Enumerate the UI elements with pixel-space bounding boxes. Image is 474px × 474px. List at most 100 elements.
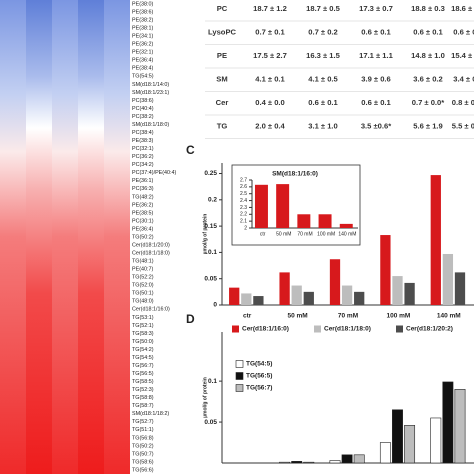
bar xyxy=(297,214,311,228)
row-label: PE(36:1) xyxy=(132,178,153,184)
heatmap-column xyxy=(26,0,52,474)
row-label: PC(38:2) xyxy=(132,114,154,120)
x-tick-label: 70 mM xyxy=(297,231,312,237)
row-label: PE(38:2) xyxy=(132,18,153,24)
row-label: PE(40:7) xyxy=(132,267,153,273)
bar xyxy=(430,417,442,464)
row-label: SM(d18:1/18:0) xyxy=(132,122,169,128)
bar xyxy=(380,235,391,305)
legend-label: TG(56:7) xyxy=(246,385,272,392)
table-cell: 0.7 ± 0.0* xyxy=(412,98,444,107)
table-cell: 18.8 ± 0.3 xyxy=(411,4,445,13)
legend-swatch xyxy=(396,325,403,333)
heatmap-column xyxy=(0,0,26,474)
y-tick-label: 2 xyxy=(244,225,247,231)
row-label: TG(48:1) xyxy=(132,259,154,265)
bar xyxy=(253,296,264,305)
inset-frame xyxy=(231,164,361,246)
table-cell: 0.4 ± 0.0 xyxy=(255,98,285,107)
bar xyxy=(404,425,416,464)
x-tick-label: 140 mM xyxy=(338,231,356,237)
row-label: TG(54:5) xyxy=(132,355,154,361)
row-label: TG(58:8) xyxy=(132,395,154,401)
bar xyxy=(279,272,290,305)
heatmap-column xyxy=(104,0,130,474)
table-cell: 4.1 ± 0.1 xyxy=(255,75,285,84)
x-tick-label: 50 mM xyxy=(276,231,291,237)
row-label: Cer(d18:1/20:0) xyxy=(132,242,170,248)
bar xyxy=(303,461,315,464)
table-cell: 14.8 ± 1.0 xyxy=(411,51,445,60)
row-label: TG(56:5) xyxy=(132,371,154,377)
table-cell: 3.6 ± 0.2 xyxy=(413,75,443,84)
heatmap-column xyxy=(78,0,104,474)
row-label: TG(56:7) xyxy=(132,363,154,369)
row-header: PC xyxy=(217,4,228,13)
row-label: TG(50:2) xyxy=(132,234,154,240)
row-label: PC(34:2) xyxy=(132,162,154,168)
row-label: Cer(d18:1/16:0) xyxy=(132,307,170,313)
row-label: TG(50:1) xyxy=(132,291,154,297)
row-label: PC(40:4) xyxy=(132,106,154,112)
row-label: TG(53:1) xyxy=(132,315,154,321)
row-label: PC(32:1) xyxy=(132,146,154,152)
row-label: TG(48:0) xyxy=(132,299,154,305)
table-cell: 16.3 ± 1.5 xyxy=(306,51,340,60)
row-label: Cer(d18:1/18:0) xyxy=(132,250,170,256)
row-label: PE(36:4) xyxy=(132,58,153,64)
y-tick-label: 0.1 xyxy=(208,378,217,385)
bar xyxy=(279,461,291,464)
row-label: PE(36:4) xyxy=(132,226,153,232)
row-label: PC(30:1) xyxy=(132,218,154,224)
y-tick-label: 2.7 xyxy=(240,177,247,183)
row-label: PC(38:6) xyxy=(132,98,154,104)
x-tick-label: 70 mM xyxy=(338,313,358,320)
y-tick-label: 2.5 xyxy=(240,191,247,197)
x-tick-label: 50 mM xyxy=(287,313,307,320)
row-header: LysoPC xyxy=(208,28,237,37)
row-label: PE(38:3) xyxy=(132,138,153,144)
row-label: TG(50:2) xyxy=(132,443,154,449)
row-label: TG(52:1) xyxy=(132,323,154,329)
row-label: TG(50:7) xyxy=(132,451,154,457)
table-cell: 18.7 ± 1.2 xyxy=(253,4,287,13)
row-label: PE(38:5) xyxy=(132,210,153,216)
table-cell: 5.5 ± 0.1* xyxy=(452,122,474,131)
table-cell: 17.1 ± 1.1 xyxy=(359,51,393,60)
row-label: TG(56:8) xyxy=(132,435,154,441)
table-cell: 2.0 ± 0.4 xyxy=(255,122,285,131)
row-label: PC(36:3) xyxy=(132,186,154,192)
y-tick-label: 0.1 xyxy=(208,249,217,256)
row-label: PE(38:6) xyxy=(132,9,153,15)
row-label: PE(32:1) xyxy=(132,50,153,56)
table-cell: 0.6 ± 0.1 xyxy=(361,28,391,37)
bar xyxy=(442,253,454,305)
row-label: PC(38:4) xyxy=(132,130,154,136)
bar xyxy=(354,291,365,305)
bar xyxy=(291,285,302,305)
legend-label: Cer(d18:1/16:0) xyxy=(242,326,289,333)
bar xyxy=(454,389,466,464)
legend-label: TG(54:5) xyxy=(246,361,272,368)
row-label: PC(36:2) xyxy=(132,154,154,160)
bar xyxy=(353,454,365,464)
heatmap-column xyxy=(52,0,78,474)
row-label: SM(d18:1/18:2) xyxy=(132,411,169,417)
heatmap-labels: PE(38:0) PE(38:6) PE(38:2) PE(38:1) PE(34:1)… xyxy=(132,1,177,473)
legend-label: TG(56:5) xyxy=(246,373,272,380)
row-label: SM(d18:1/23:1) xyxy=(132,90,169,96)
row-label: SM(d18:1/14:0) xyxy=(132,82,169,88)
row-label: PC(37:4)/PE(40:4) xyxy=(132,170,177,176)
y-tick-label: 0 xyxy=(213,302,217,309)
row-label: TG(58:6) xyxy=(132,459,154,465)
heatmap xyxy=(0,0,130,474)
y-tick-label: 0.25 xyxy=(204,170,217,177)
table-cell: 0.6 ± 0.1 xyxy=(413,28,443,37)
table-cell: 5.6 ± 1.9 xyxy=(413,122,443,131)
bar xyxy=(229,287,240,305)
bar xyxy=(379,442,391,464)
x-tick-label: 100 mM xyxy=(317,231,335,237)
y-tick-label: 0.05 xyxy=(204,275,217,282)
